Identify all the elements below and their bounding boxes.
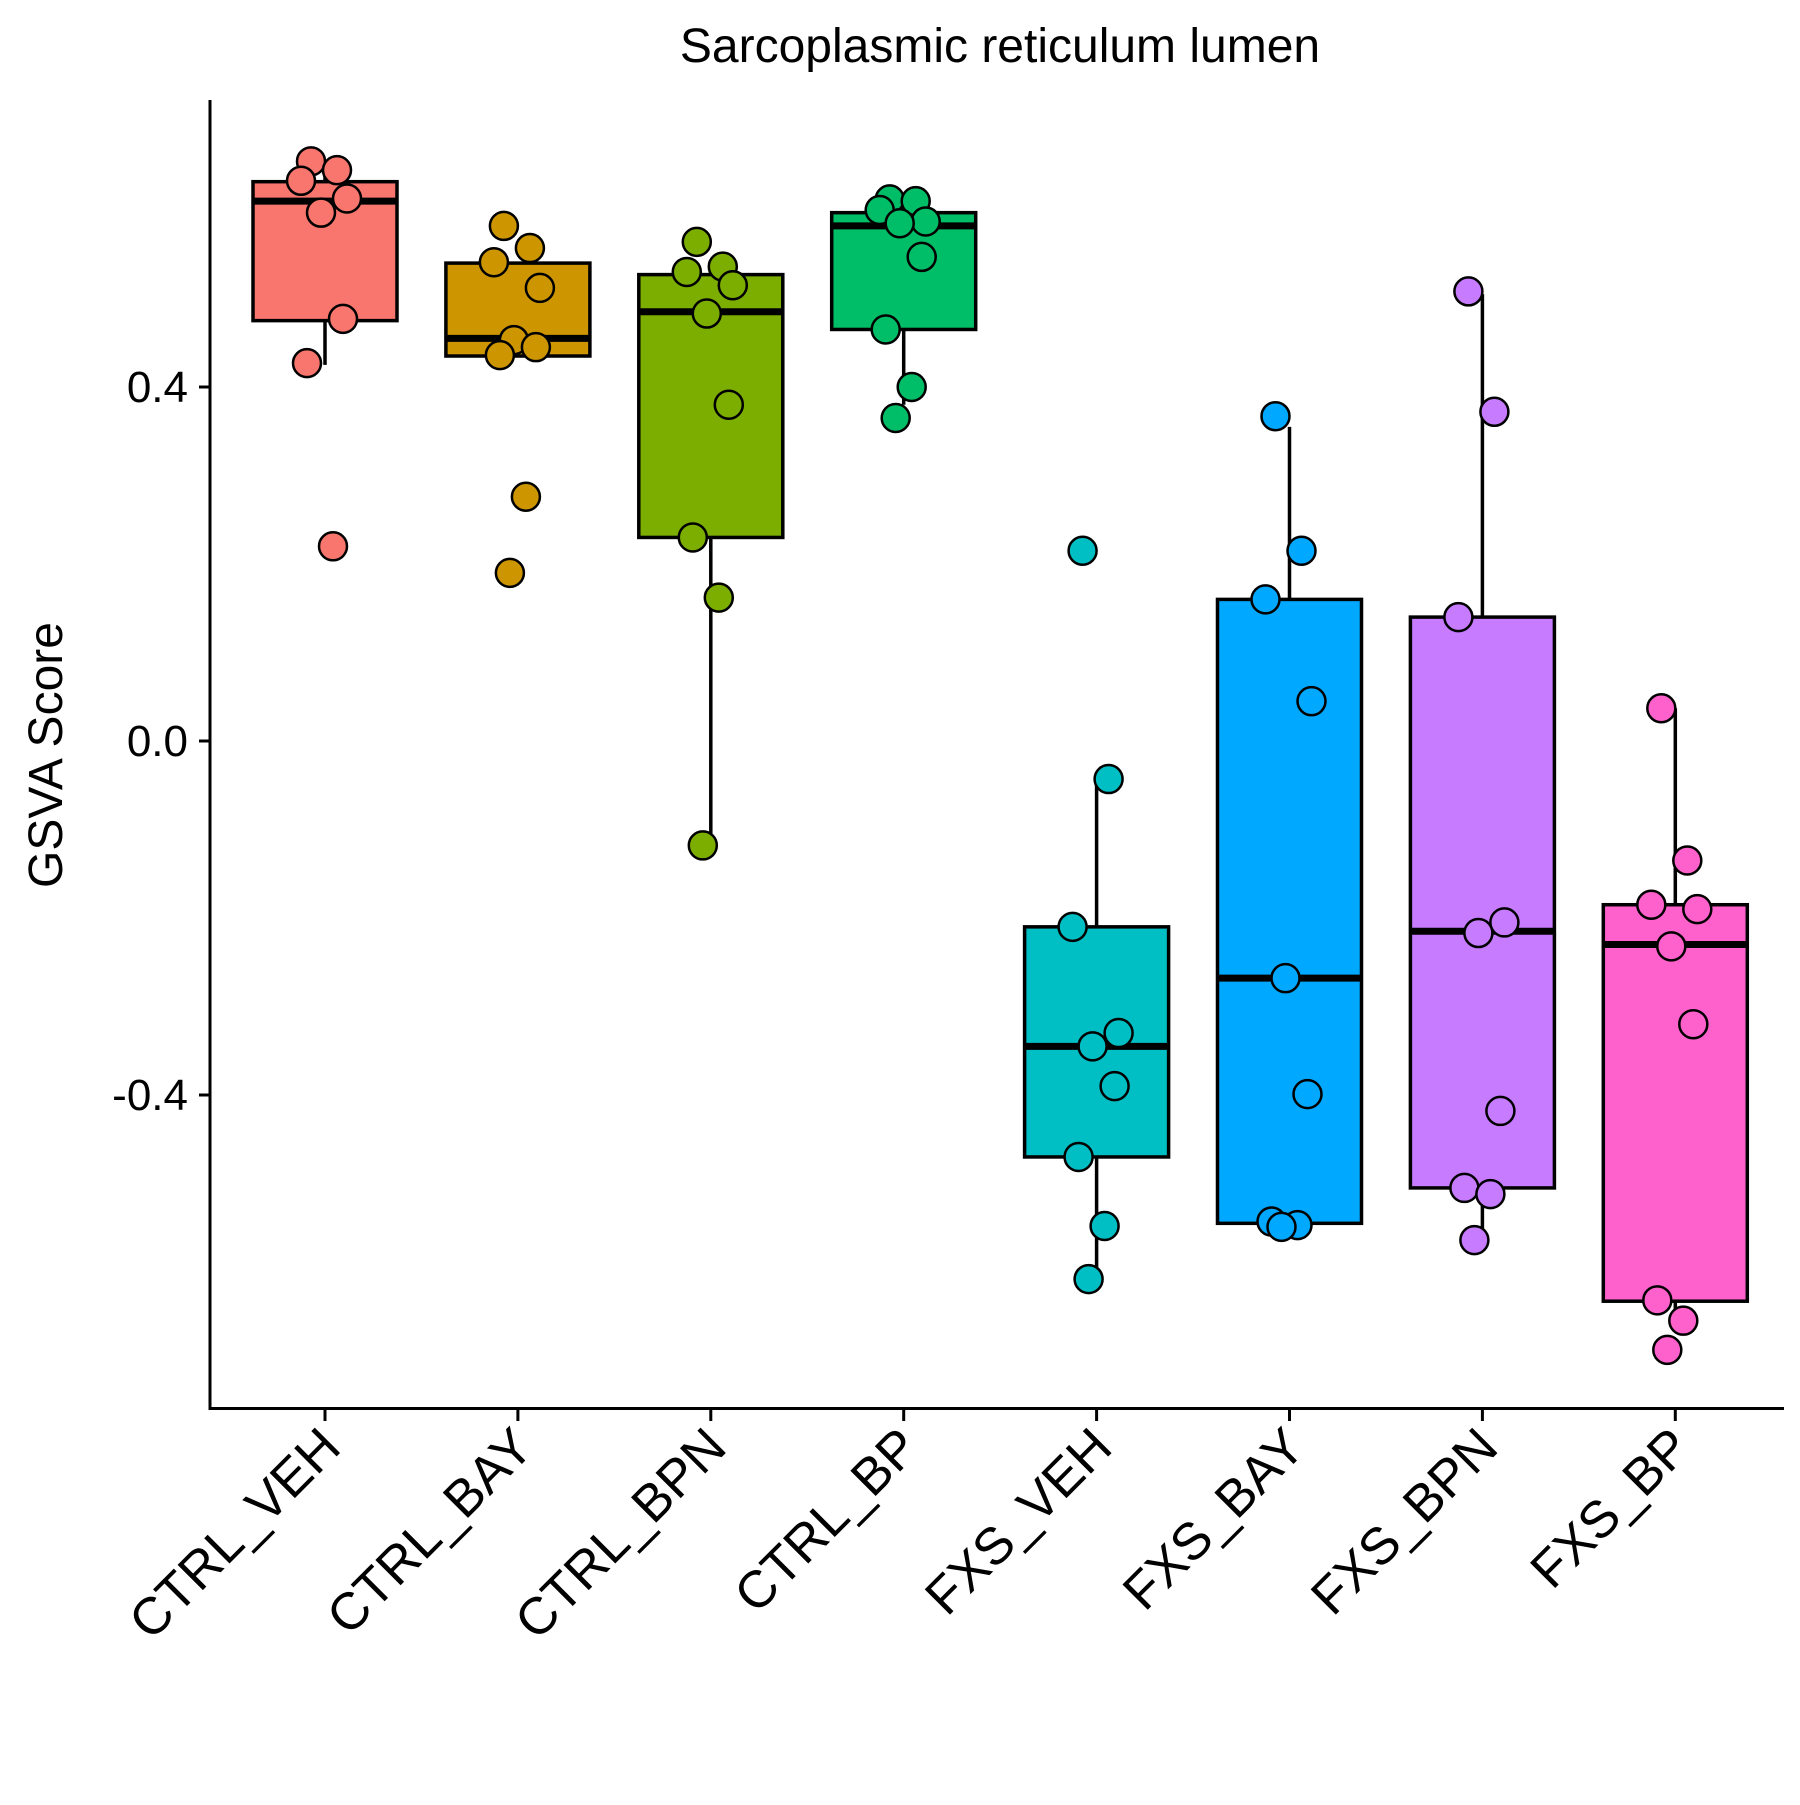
box <box>1601 902 1750 1303</box>
data-point <box>478 246 510 278</box>
data-point <box>1266 1211 1297 1243</box>
data-point <box>1678 1008 1709 1040</box>
data-point <box>327 303 359 335</box>
data-point <box>691 298 723 329</box>
data-point <box>884 208 915 239</box>
data-point <box>305 197 337 228</box>
data-point <box>1103 1017 1134 1049</box>
x-tick-label: FXS_BPN <box>1300 1417 1509 1626</box>
y-axis-title: GSVA Score <box>20 622 73 888</box>
data-point <box>671 256 703 288</box>
data-point <box>896 371 927 403</box>
data-point <box>1479 396 1510 428</box>
x-tick-label: CTRL_VEH <box>118 1417 351 1650</box>
data-point <box>1250 584 1281 615</box>
data-point <box>1463 917 1494 949</box>
data-point <box>1652 1334 1683 1366</box>
data-point <box>1067 535 1098 566</box>
data-point <box>1073 1263 1104 1295</box>
data-point <box>317 531 349 562</box>
box <box>1408 615 1557 1190</box>
data-point <box>524 272 556 304</box>
data-point <box>1682 893 1713 925</box>
box <box>1215 597 1364 1226</box>
x-tick-label: CTRL_BPN <box>504 1417 737 1650</box>
data-point <box>1449 1172 1480 1204</box>
data-point <box>703 582 735 613</box>
data-point <box>1453 276 1484 307</box>
data-point <box>1292 1078 1323 1110</box>
data-point <box>1475 1178 1506 1210</box>
data-point <box>1656 931 1687 962</box>
data-point <box>285 165 317 197</box>
data-point <box>713 389 745 420</box>
data-point <box>331 183 363 214</box>
data-point <box>1646 693 1677 724</box>
data-point <box>1270 962 1301 994</box>
y-tick-label: 0.4 <box>127 363 188 412</box>
data-point <box>870 314 901 345</box>
data-point <box>291 347 323 379</box>
data-point <box>1636 889 1667 920</box>
data-point <box>1443 601 1474 633</box>
data-point <box>880 402 911 434</box>
data-point <box>1057 911 1088 943</box>
box <box>1022 925 1171 1159</box>
data-point <box>488 210 520 242</box>
data-point <box>1099 1070 1130 1102</box>
data-point <box>1489 907 1520 938</box>
data-point <box>717 269 749 301</box>
data-point <box>677 522 709 553</box>
data-point <box>1260 400 1291 432</box>
data-point <box>1459 1224 1490 1256</box>
x-tick-label: FXS_BP <box>1520 1417 1702 1599</box>
data-point <box>1485 1095 1516 1127</box>
data-point <box>1668 1305 1699 1336</box>
plot-area: 0.40.0-0.4CTRL_VEHCTRL_BAYCTRL_BPNCTRL_B… <box>112 146 1750 1651</box>
data-point <box>906 241 937 273</box>
data-point <box>1296 685 1327 717</box>
data-point <box>520 331 552 363</box>
y-tick-label: -0.4 <box>112 1071 188 1120</box>
data-point <box>514 232 546 264</box>
data-point <box>1089 1210 1120 1242</box>
data-point <box>1063 1141 1094 1173</box>
data-point <box>687 830 719 861</box>
data-point <box>910 206 941 237</box>
data-point <box>1286 535 1317 566</box>
x-tick-label: CTRL_BP <box>724 1417 931 1624</box>
data-point <box>1077 1031 1108 1062</box>
data-point <box>494 557 526 589</box>
data-point <box>1672 845 1703 876</box>
data-point <box>321 154 353 186</box>
data-point <box>1642 1285 1673 1316</box>
x-tick-label: FXS_BAY <box>1112 1417 1316 1621</box>
data-point <box>484 339 516 371</box>
data-point <box>510 481 542 512</box>
data-point <box>1093 763 1124 795</box>
chart-title: Sarcoplasmic reticulum lumen <box>680 20 1320 73</box>
x-tick-label: FXS_VEH <box>914 1417 1123 1626</box>
y-tick-label: 0.0 <box>127 717 188 766</box>
data-point <box>681 226 713 258</box>
